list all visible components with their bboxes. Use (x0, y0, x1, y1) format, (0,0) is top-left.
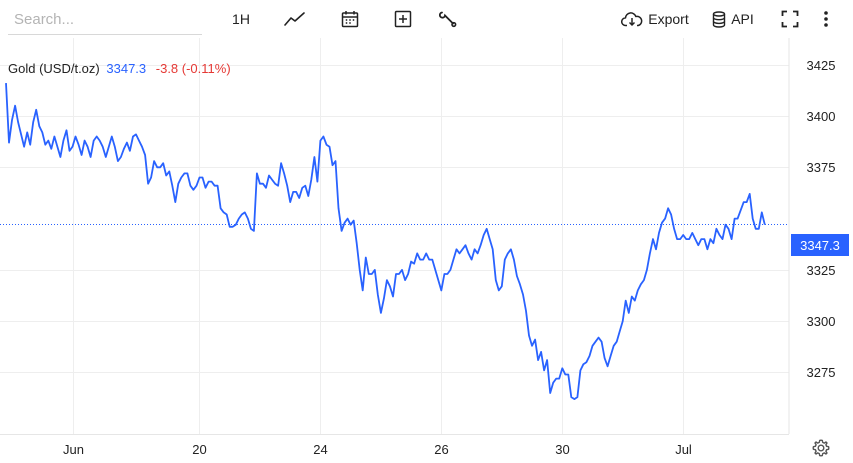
time-axis-tick-label: Jun (63, 442, 84, 457)
price-axis-labels: 3425 3400 3375 3325 3300 3275 (807, 58, 836, 380)
interval-button[interactable]: 1H (226, 6, 256, 32)
price-axis-tick-label: 3325 (807, 263, 836, 278)
last-price-tag-value: 3347.3 (800, 237, 840, 253)
toolbar: 1H Exp (0, 0, 853, 38)
export-button[interactable]: Export (618, 6, 692, 32)
search-box (8, 6, 204, 35)
time-axis-tick-label: 30 (555, 442, 569, 457)
calendar-icon (341, 11, 359, 28)
export-label: Export (648, 11, 689, 27)
price-axis-tick-label: 3275 (807, 365, 836, 380)
legend-series-name: Gold (USD/t.oz) (8, 61, 100, 76)
chart-legend: Gold (USD/t.oz) 3347.3 -3.8 (-0.11%) (8, 61, 231, 76)
search-input[interactable] (8, 6, 204, 32)
time-axis-tick-label: Jul (675, 442, 692, 457)
price-axis-tick-label: 3400 (807, 109, 836, 124)
time-axis-tick-label: 26 (434, 442, 448, 457)
chart-settings-button[interactable] (811, 438, 831, 458)
gear-icon (812, 439, 830, 457)
database-icon (713, 10, 726, 28)
fullscreen-button[interactable] (779, 6, 801, 32)
cloud-download-icon (621, 12, 643, 27)
settings-tool-button[interactable] (435, 6, 461, 32)
more-vertical-icon (824, 11, 828, 27)
legend-change: -3.8 (-0.11%) (155, 61, 231, 76)
axes (0, 38, 790, 435)
last-price-tag: 3347.3 (791, 234, 849, 256)
add-indicator-button[interactable] (390, 6, 416, 32)
price-axis-tick-label: 3375 (807, 160, 836, 175)
time-axis-tick-label: 24 (313, 442, 327, 457)
series-line-gold (5, 83, 766, 401)
price-axis-tick-label: 3425 (807, 58, 836, 73)
wrench-icon (439, 11, 457, 28)
line-chart-icon (284, 12, 305, 26)
grid-lines (0, 38, 789, 434)
time-axis-labels: Jun 20 24 26 30 Jul (63, 442, 692, 457)
api-label: API (731, 11, 754, 27)
time-axis-tick-label: 20 (192, 442, 206, 457)
legend-last-value: 3347.3 (106, 61, 147, 76)
price-axis-tick-label: 3300 (807, 314, 836, 329)
date-range-button[interactable] (337, 6, 363, 32)
fullscreen-icon (781, 10, 799, 28)
interval-label: 1H (232, 11, 250, 27)
chart-type-button[interactable] (282, 6, 308, 32)
more-options-button[interactable] (817, 6, 835, 32)
api-button[interactable]: API (709, 6, 757, 32)
plus-square-icon (394, 10, 412, 28)
